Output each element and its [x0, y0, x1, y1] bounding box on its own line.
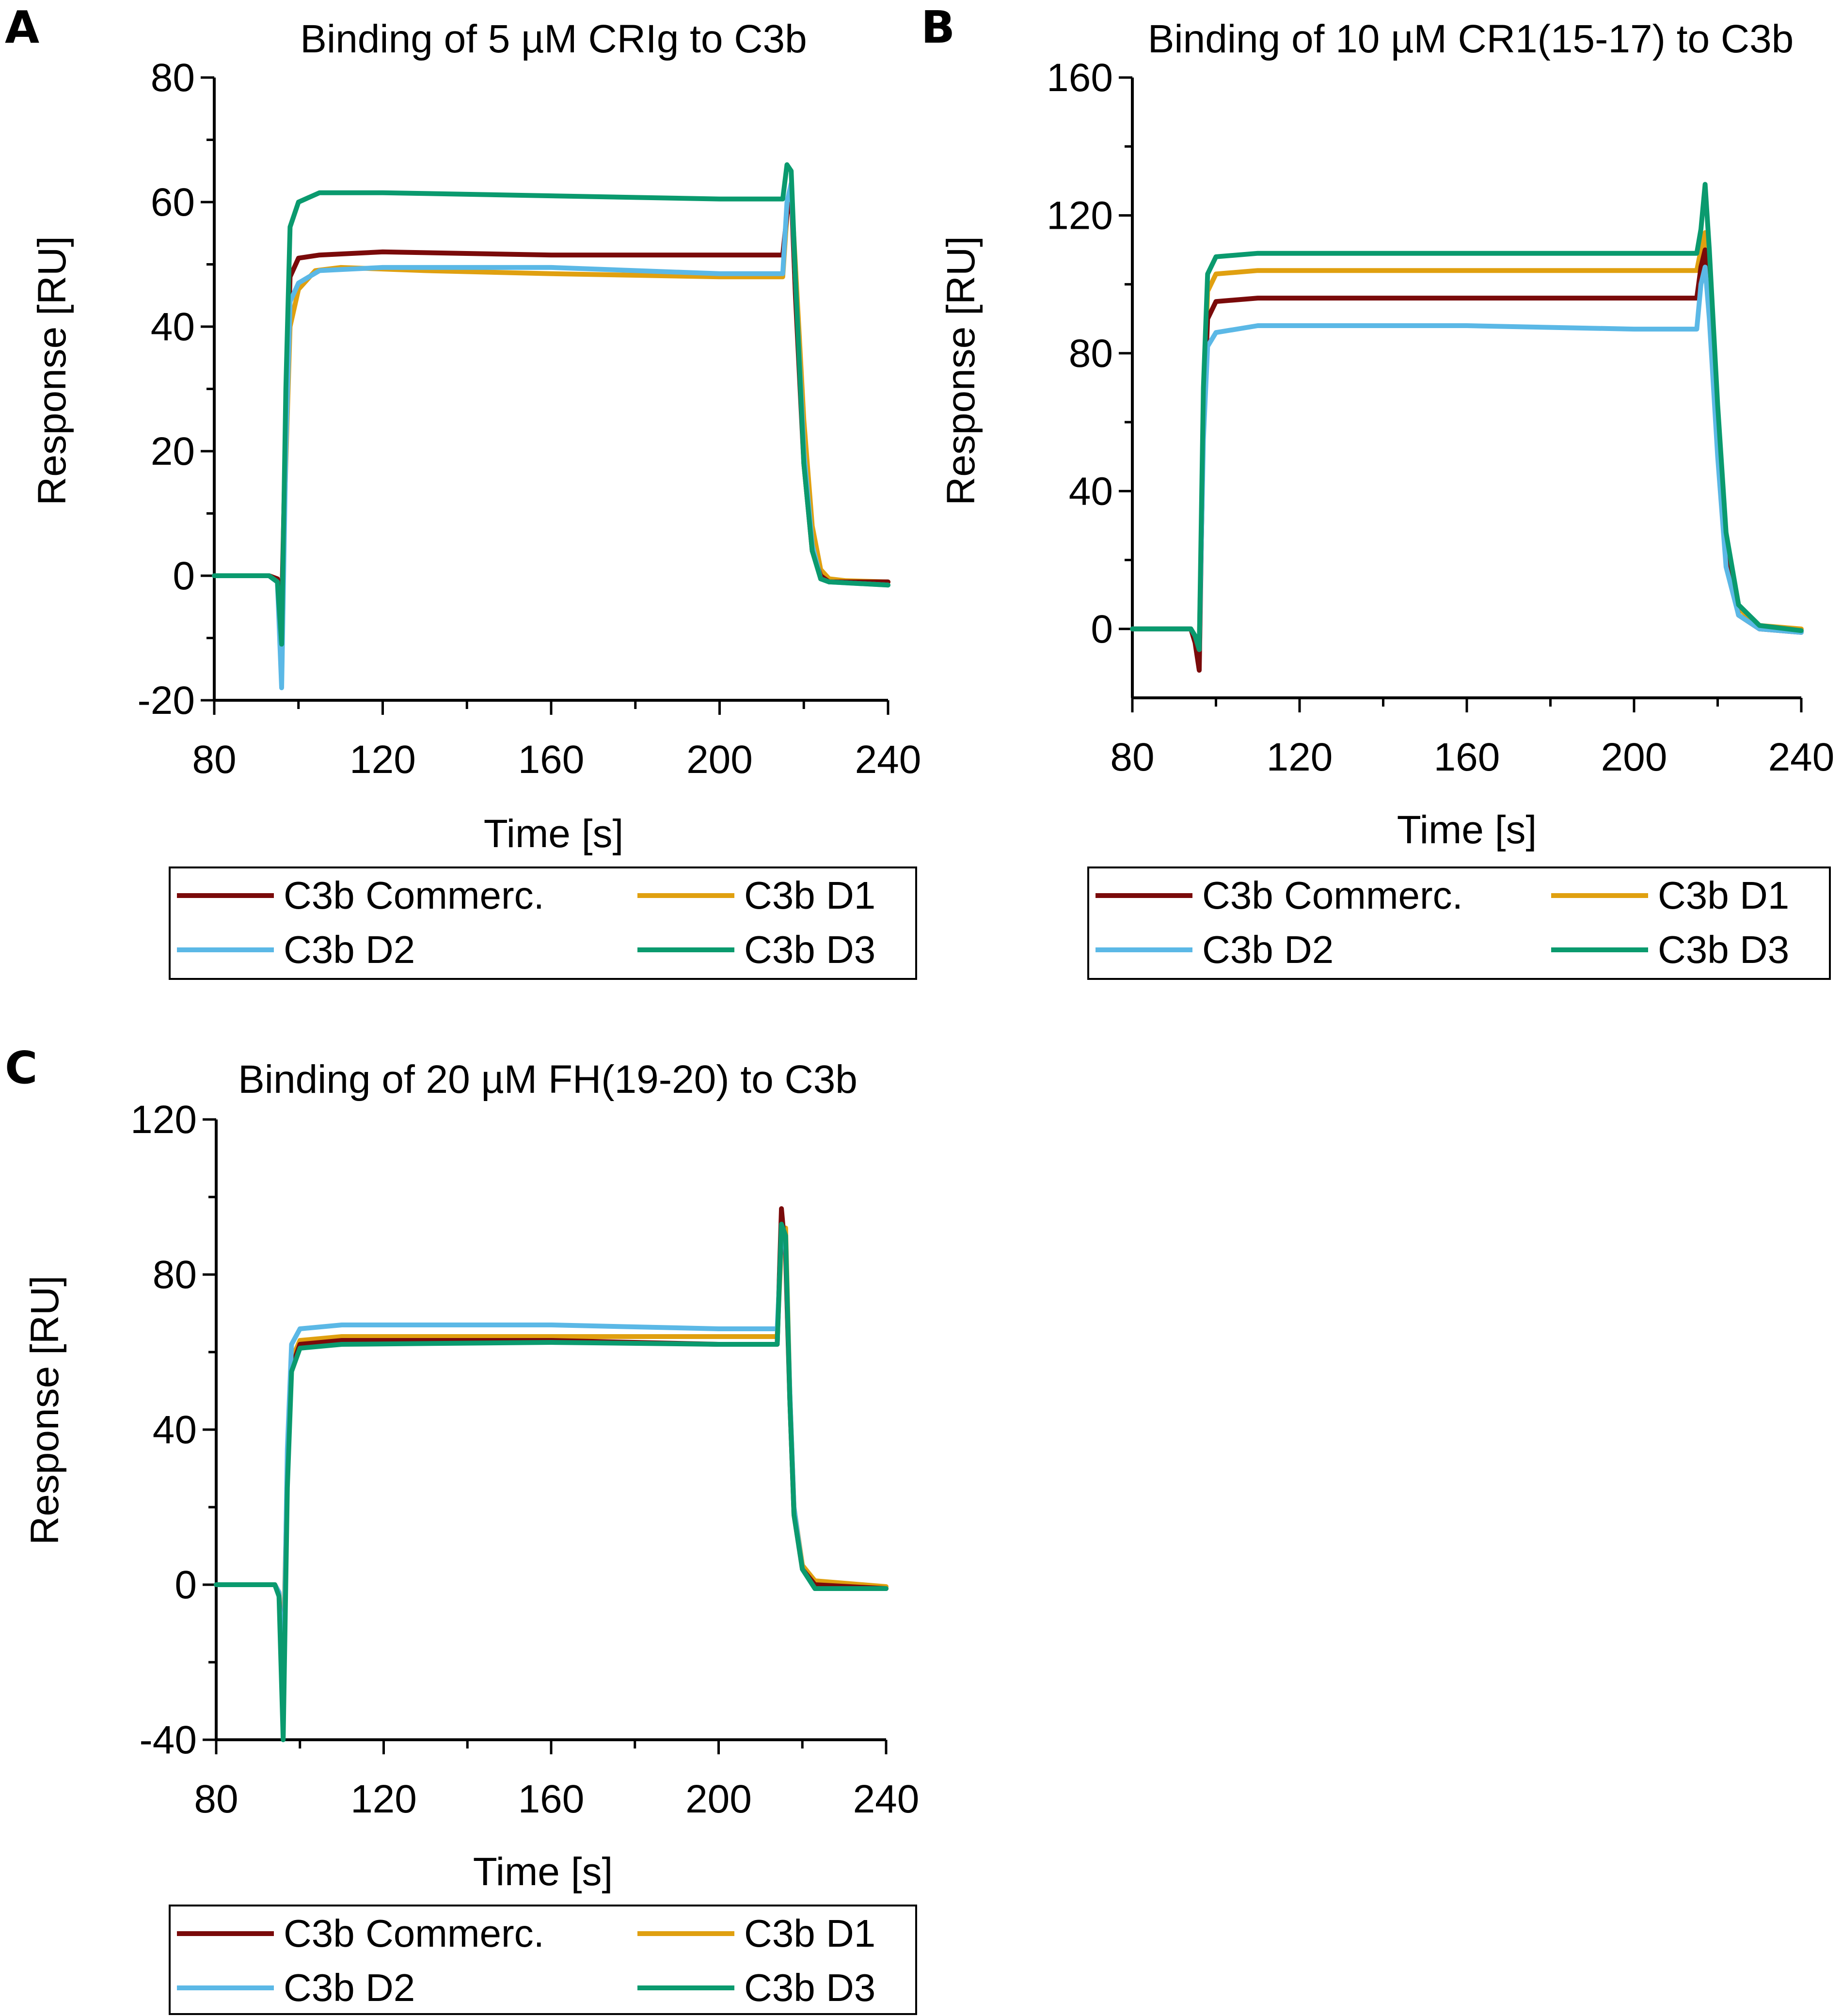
y-tick-label: -40	[139, 1718, 197, 1762]
legend-label: C3b Commerc.	[284, 1912, 544, 1955]
y-tick-label: 80	[1069, 331, 1113, 376]
panel-a: A Binding of 5 µM CRIg to C3b Response […	[5, 1, 921, 980]
legend-box	[169, 1905, 917, 2015]
legend-label: C3b D2	[284, 928, 415, 971]
panel-c: C Binding of 20 µM FH(19-20) to C3b Resp…	[5, 1042, 920, 2015]
x-tick-label: 240	[853, 1777, 920, 1821]
x-tick-label: 200	[685, 1777, 752, 1821]
legend-label: C3b D2	[1202, 928, 1334, 971]
series-line-c3b-d3	[214, 1222, 889, 1742]
chart-title: Binding of 5 µM CRIg to C3b	[300, 17, 807, 61]
x-tick-label: 240	[1768, 735, 1835, 779]
y-tick-label: 20	[151, 429, 195, 473]
chart-title: Binding of 20 µM FH(19-20) to C3b	[238, 1057, 857, 1102]
series-line-c3b-d2	[1130, 265, 1804, 652]
y-tick-label: 120	[130, 1098, 197, 1142]
x-tick-label: 80	[1110, 735, 1154, 779]
series-line-c3b-d3	[212, 162, 890, 647]
x-tick-label: 80	[192, 738, 236, 782]
y-tick-label: 0	[1091, 607, 1113, 651]
panel-letter-c: C	[5, 1042, 38, 1094]
legend-label: C3b Commerc.	[1202, 874, 1463, 917]
panel-letter-a: A	[5, 1, 39, 53]
y-axis-label: Response [RU]	[23, 1276, 67, 1545]
y-tick-label: 60	[151, 180, 195, 224]
panel-letter-b: B	[921, 1, 955, 53]
y-axis-label: Response [RU]	[939, 236, 983, 505]
series-line-c3b-commerc-	[212, 187, 890, 616]
x-tick-label: 120	[1267, 735, 1333, 779]
y-tick-label: 160	[1047, 56, 1113, 100]
x-axis-label: Time [s]	[473, 1850, 613, 1894]
y-tick-label: 80	[153, 1253, 197, 1297]
legend-label: C3b D2	[284, 1966, 415, 2009]
y-tick-label: 120	[1047, 193, 1113, 237]
x-axis-label: Time [s]	[484, 812, 624, 856]
panel-b: B Binding of 10 µM CR1(15-17) to C3b Res…	[921, 1, 1835, 980]
y-tick-label: 80	[151, 56, 195, 100]
x-tick-label: 240	[855, 738, 921, 782]
y-tick-label: -20	[137, 678, 195, 723]
x-tick-label: 160	[518, 738, 585, 782]
x-tick-label: 200	[1601, 735, 1667, 779]
x-axis-label: Time [s]	[1397, 808, 1537, 852]
series-line-c3b-d1	[212, 187, 890, 610]
chart-title: Binding of 10 µM CR1(15-17) to C3b	[1148, 17, 1794, 61]
x-tick-label: 160	[1434, 735, 1500, 779]
y-tick-label: 40	[151, 305, 195, 349]
y-tick-label: 0	[173, 554, 195, 598]
x-tick-label: 120	[349, 738, 416, 782]
legend-label: C3b D3	[1658, 928, 1789, 971]
legend-label: C3b Commerc.	[284, 874, 544, 917]
y-tick-label: 40	[153, 1408, 197, 1452]
x-tick-label: 120	[350, 1777, 417, 1821]
y-axis-label: Response [RU]	[30, 236, 74, 505]
legend-box	[169, 866, 917, 980]
legend-box	[1087, 866, 1831, 980]
legend-label: C3b D1	[744, 874, 875, 917]
series-line-c3b-d2	[212, 181, 890, 691]
series-line-c3b-d3	[1130, 182, 1804, 652]
x-tick-label: 80	[194, 1777, 238, 1821]
legend-label: C3b D3	[744, 928, 875, 971]
x-tick-label: 200	[686, 738, 753, 782]
legend-label: C3b D1	[1658, 874, 1789, 917]
legend-label: C3b D1	[744, 1912, 875, 1955]
series-line-c3b-commerc-	[1130, 247, 1804, 673]
x-tick-label: 160	[518, 1777, 585, 1821]
y-tick-label: 40	[1069, 469, 1113, 513]
legend-label: C3b D3	[744, 1966, 875, 2009]
y-tick-label: 0	[175, 1563, 197, 1607]
